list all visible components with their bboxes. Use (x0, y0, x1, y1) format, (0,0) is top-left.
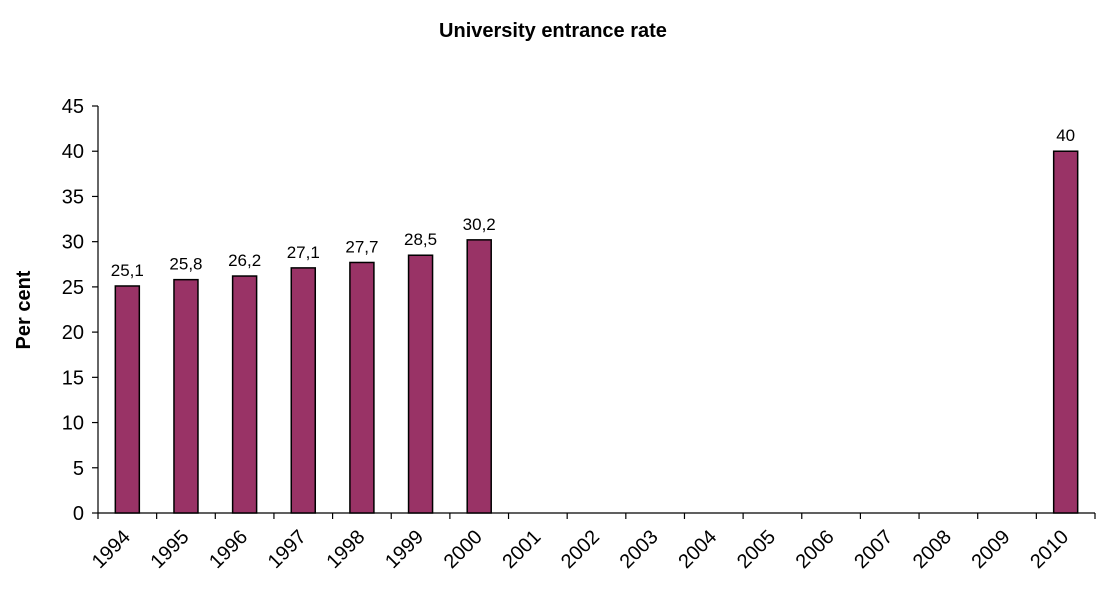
y-tick-label: 5 (73, 458, 84, 480)
x-tick-label: 1999 (381, 526, 428, 573)
data-label: 30,2 (463, 215, 496, 234)
data-label: 25,1 (111, 261, 144, 280)
x-tick-label: 1995 (146, 526, 193, 573)
data-label: 25,8 (169, 255, 202, 274)
bar (231, 275, 258, 514)
x-tick-label: 2006 (792, 526, 839, 573)
x-tick-label: 2000 (440, 526, 487, 573)
bar (407, 254, 434, 514)
data-label: 27,7 (345, 237, 378, 256)
chart-title: University entrance rate (439, 20, 667, 42)
bar (466, 239, 492, 514)
x-tick-label: 2010 (1026, 526, 1073, 573)
x-tick-label: 1996 (205, 526, 252, 573)
x-tick-label: 1998 (322, 526, 369, 573)
x-tick-label: 2007 (850, 526, 897, 573)
data-label: 26,2 (228, 251, 261, 270)
y-tick-label: 10 (62, 413, 84, 435)
bar (1052, 150, 1079, 514)
data-label: 40 (1056, 126, 1075, 145)
y-tick-label: 0 (73, 503, 84, 525)
data-label: 27,1 (287, 243, 320, 262)
x-tick-label: 1994 (88, 526, 135, 573)
x-tick-label: 2004 (674, 526, 721, 573)
y-tick-label: 20 (62, 322, 84, 344)
y-tick-label: 40 (62, 141, 84, 163)
y-tick-label: 30 (62, 232, 84, 254)
data-label: 28,5 (404, 230, 437, 249)
y-tick-label: 15 (62, 367, 84, 389)
bar (290, 267, 317, 514)
bar (173, 278, 199, 514)
y-axis-label: Per cent (13, 270, 35, 349)
y-tick-label: 25 (62, 277, 84, 299)
x-tick-label: 2002 (557, 526, 604, 573)
x-tick-label: 2008 (909, 526, 956, 573)
x-tick-label: 2001 (498, 526, 545, 573)
bar (349, 261, 375, 514)
x-tick-label: 2009 (968, 526, 1015, 573)
bar (114, 285, 141, 514)
plot-area: 0 5 10 15 20 25 30 35 40 45 1994 1995 1996 1997 1998 19… (62, 96, 1096, 573)
x-tick-label: 2003 (616, 526, 663, 573)
x-tick-label: 1997 (264, 526, 311, 573)
y-tick-label: 45 (62, 96, 84, 118)
x-tick-label: 2005 (733, 526, 780, 573)
y-tick-label: 35 (62, 186, 84, 208)
